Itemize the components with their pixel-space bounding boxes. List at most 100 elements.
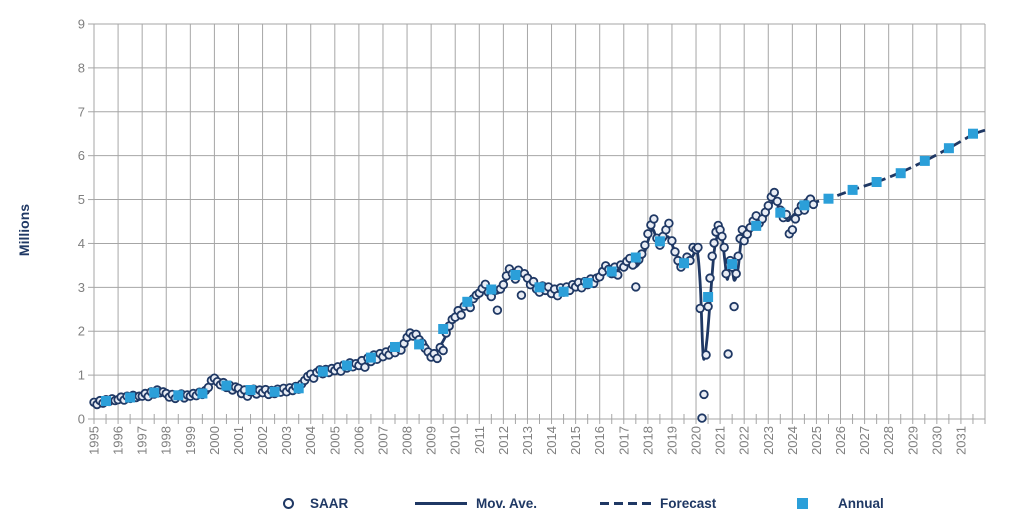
- axis-labels: 0 1 2 3 4 5 6 7 8 9 1995 1996 1997 1998 1999 2000 2001 20…: [78, 17, 969, 455]
- annual-points: [101, 128, 978, 406]
- annual-point: [293, 383, 304, 394]
- saar-point: [733, 251, 743, 261]
- saar-point: [631, 282, 641, 292]
- saar-point: [787, 225, 798, 235]
- x-tick-label: 1998: [159, 426, 174, 455]
- x-tick-label: 2000: [207, 426, 222, 455]
- saar-point: [432, 353, 442, 364]
- annual-point: [101, 396, 111, 406]
- annual-point: [654, 236, 665, 247]
- x-tick-label: 2006: [351, 426, 366, 455]
- filled-square-icon: [797, 497, 808, 509]
- annual-point: [943, 143, 954, 154]
- y-tick-label: 4: [78, 236, 85, 251]
- saar-point: [721, 269, 731, 279]
- annual-point: [871, 177, 882, 187]
- y-tick-label: 0: [78, 412, 85, 427]
- solid-line-icon: [415, 501, 467, 505]
- annual-point: [703, 292, 714, 302]
- x-tick-label: 2021: [713, 426, 728, 455]
- saar-point: [717, 231, 727, 242]
- saar-point: [769, 187, 779, 198]
- annual-point: [510, 270, 521, 280]
- x-tick-label: 2001: [231, 426, 246, 455]
- y-tick-label: 7: [78, 104, 85, 119]
- annual-point: [895, 168, 906, 179]
- saar-point: [695, 303, 705, 314]
- x-tick-label: 2008: [400, 426, 415, 455]
- x-tick-label: 2030: [929, 426, 944, 455]
- saar-point: [498, 280, 509, 290]
- x-tick-label: 2017: [616, 426, 631, 455]
- x-tick-label: 2028: [881, 426, 896, 455]
- x-tick-label: 2011: [472, 426, 487, 454]
- open-circle-icon: [283, 497, 294, 509]
- x-tick-label: 2016: [592, 426, 607, 455]
- saar-point: [516, 290, 527, 300]
- y-tick-label: 5: [78, 192, 85, 207]
- saar-point: [772, 196, 782, 206]
- annual-point: [968, 128, 978, 139]
- x-tick-label: 2031: [953, 426, 968, 455]
- legend-item-annual: Annual: [797, 490, 884, 516]
- x-tick-label: 2027: [857, 426, 872, 455]
- x-tick-label: 2023: [761, 426, 776, 455]
- annual-point: [414, 339, 425, 350]
- legend-label-mov-ave: Mov. Ave.: [476, 495, 538, 511]
- saar-point: [670, 247, 680, 257]
- legend-label-saar: SAAR: [310, 495, 349, 511]
- annual-point: [462, 296, 473, 307]
- saar-point: [701, 350, 711, 360]
- x-tick-label: 2020: [689, 426, 704, 455]
- saar-point: [438, 345, 448, 356]
- chart-canvas: 0 1 2 3 4 5 6 7 8 9 1995 1996 1997 1998 1999 2000 2001 20…: [78, 17, 986, 455]
- saar-point: [709, 238, 719, 248]
- annual-point: [341, 360, 352, 371]
- annual-point: [775, 207, 786, 218]
- annual-point: [582, 277, 593, 288]
- annual-point: [919, 155, 930, 166]
- saar-point: [763, 200, 773, 211]
- dashed-line-icon: [600, 501, 655, 505]
- x-tick-label: 2012: [496, 426, 511, 455]
- y-tick-label: 2: [78, 324, 85, 339]
- moving-average-line: [93, 199, 812, 405]
- annual-point: [486, 284, 497, 295]
- annual-point: [679, 258, 689, 269]
- annual-point: [606, 266, 617, 277]
- saar-point: [456, 310, 466, 320]
- saar-point: [729, 301, 739, 312]
- saar-point: [664, 218, 674, 228]
- x-tick-label: 2022: [737, 426, 752, 455]
- x-tick-label: 2014: [544, 426, 559, 455]
- x-tick-label: 1996: [111, 426, 126, 455]
- x-tick-label: 2002: [255, 426, 270, 455]
- saar-point: [667, 236, 677, 246]
- y-axis-title: Millions: [16, 203, 32, 257]
- annual-point: [438, 324, 449, 334]
- y-tick-label: 8: [78, 60, 85, 75]
- annual-point: [751, 220, 762, 231]
- y-tick-label: 1: [78, 368, 85, 383]
- annual-point: [799, 200, 810, 211]
- annual-point: [317, 366, 328, 377]
- y-tick-label: 3: [78, 280, 85, 295]
- saar-point: [719, 242, 729, 253]
- annual-point: [365, 352, 376, 363]
- saar-points: [89, 187, 819, 423]
- annual-point: [847, 184, 858, 195]
- saar-point: [640, 240, 650, 250]
- x-tick-label: 2019: [664, 426, 679, 455]
- x-tick-label: 2018: [640, 426, 655, 455]
- x-tick-label: 1999: [183, 426, 198, 455]
- x-tick-label: 2013: [520, 426, 535, 455]
- x-tick-label: 2003: [279, 426, 294, 455]
- saar-point: [808, 199, 819, 210]
- saar-point: [699, 389, 709, 400]
- legend-label-forecast: Forecast: [660, 495, 717, 511]
- x-tick-label: 1995: [87, 426, 102, 455]
- saar-point: [731, 269, 741, 279]
- x-tick-label: 1997: [135, 426, 150, 455]
- y-tick-label: 6: [78, 148, 85, 163]
